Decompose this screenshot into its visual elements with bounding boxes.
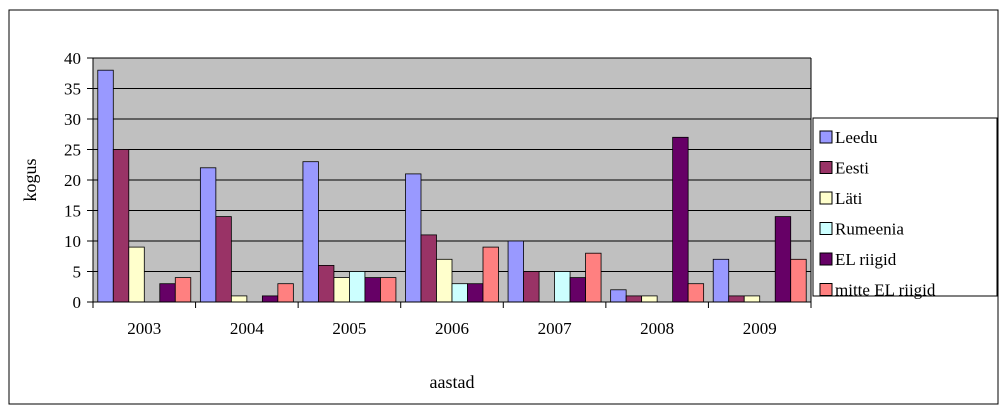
bars-layer [97, 69, 807, 303]
y-tick-label: 40 [64, 49, 81, 68]
bar-läti-2005 [333, 277, 350, 303]
legend-label-läti: Läti [835, 189, 863, 208]
legend-label-mitte-el-riigid: mitte EL riigid [835, 281, 936, 300]
legend-swatch-rumeenia [819, 222, 833, 235]
bar-mitte-el-riigid-2007 [585, 252, 602, 303]
bar-el-riigid-2008 [672, 136, 689, 303]
bar-leedu-2005 [302, 161, 319, 303]
y-tick-label: 25 [64, 141, 81, 160]
bar-leedu-2008 [610, 289, 627, 303]
bar-läti-2004 [230, 295, 248, 303]
legend-box [812, 117, 998, 297]
legend: Leedu Eesti Läti Rumeenia EL riigid mitte EL … [812, 117, 998, 300]
bar-rumeenia-2006 [451, 283, 468, 303]
y-tick-label: 15 [64, 202, 81, 221]
bar-el-riigid-2003 [159, 283, 176, 303]
bar-eesti-2005 [318, 264, 335, 303]
legend-swatch-leedu [819, 130, 833, 144]
bar-mitte-el-riigid-2005 [380, 277, 397, 303]
bar-leedu-2009 [712, 258, 730, 303]
x-tick-label-2003: 2003 [127, 319, 161, 338]
bar-leedu-2007 [507, 240, 524, 303]
bar-eesti-2008 [625, 295, 643, 303]
y-tick-label: 30 [64, 110, 81, 129]
x-tick-label-2009: 2009 [743, 319, 777, 338]
bar-leedu-2004 [199, 167, 217, 303]
bar-el-riigid-2007 [569, 277, 586, 303]
bar-läti-2003 [128, 246, 145, 303]
x-tick-label-2006: 2006 [435, 319, 469, 338]
bar-mitte-el-riigid-2006 [482, 246, 499, 303]
legend-swatch-läti [819, 191, 833, 205]
y-tick-label: 5 [73, 263, 82, 282]
bar-läti-2006 [436, 258, 453, 303]
legend-label-eesti: Eesti [835, 159, 869, 178]
y-axis-title: kogus [20, 158, 40, 201]
bar-el-riigid-2004 [261, 295, 279, 303]
x-tick-label-2005: 2005 [332, 319, 366, 338]
x-tick-label-2008: 2008 [640, 319, 674, 338]
bar-eesti-2009 [728, 295, 745, 303]
bar-läti-2009 [743, 295, 761, 303]
bar-mitte-el-riigid-2003 [174, 277, 192, 303]
bar-läti-2008 [641, 295, 658, 303]
legend-label-rumeenia: Rumeenia [835, 220, 904, 239]
legend-label-leedu: Leedu [835, 128, 878, 147]
bar-rumeenia-2005 [349, 271, 366, 303]
x-tick-label-2004: 2004 [230, 319, 265, 338]
bar-mitte-el-riigid-2008 [687, 283, 705, 303]
bar-eesti-2004 [215, 216, 232, 303]
bar-mitte-el-riigid-2009 [790, 258, 807, 303]
bar-eesti-2006 [420, 234, 437, 303]
legend-swatch-el-riigid [819, 252, 833, 266]
bar-mitte-el-riigid-2004 [277, 283, 294, 303]
y-tick-label: 35 [64, 80, 81, 99]
bar-el-riigid-2005 [364, 277, 381, 303]
y-tick-label: 20 [64, 171, 81, 190]
legend-label-el-riigid: EL riigid [835, 250, 897, 269]
x-tick-label-2007: 2007 [538, 319, 573, 338]
bar-el-riigid-2006 [467, 283, 484, 303]
legend-swatch-eesti [819, 161, 833, 174]
y-tick-label: 0 [73, 293, 82, 312]
y-tick-label: 10 [64, 232, 81, 251]
bar-rumeenia-2007 [554, 271, 571, 303]
bar-eesti-2003 [112, 149, 130, 303]
bar-eesti-2007 [523, 271, 540, 303]
legend-swatch-mitte-el-riigid [819, 283, 833, 296]
x-axis-title: aastad [430, 372, 475, 392]
axes-layer: 0 5 10 15 20 25 30 35 40 2003 2004 2005 2006 2007 2008… [64, 49, 812, 338]
bar-leedu-2006 [405, 173, 422, 303]
bar-leedu-2003 [97, 69, 114, 303]
bar-el-riigid-2009 [774, 216, 792, 303]
